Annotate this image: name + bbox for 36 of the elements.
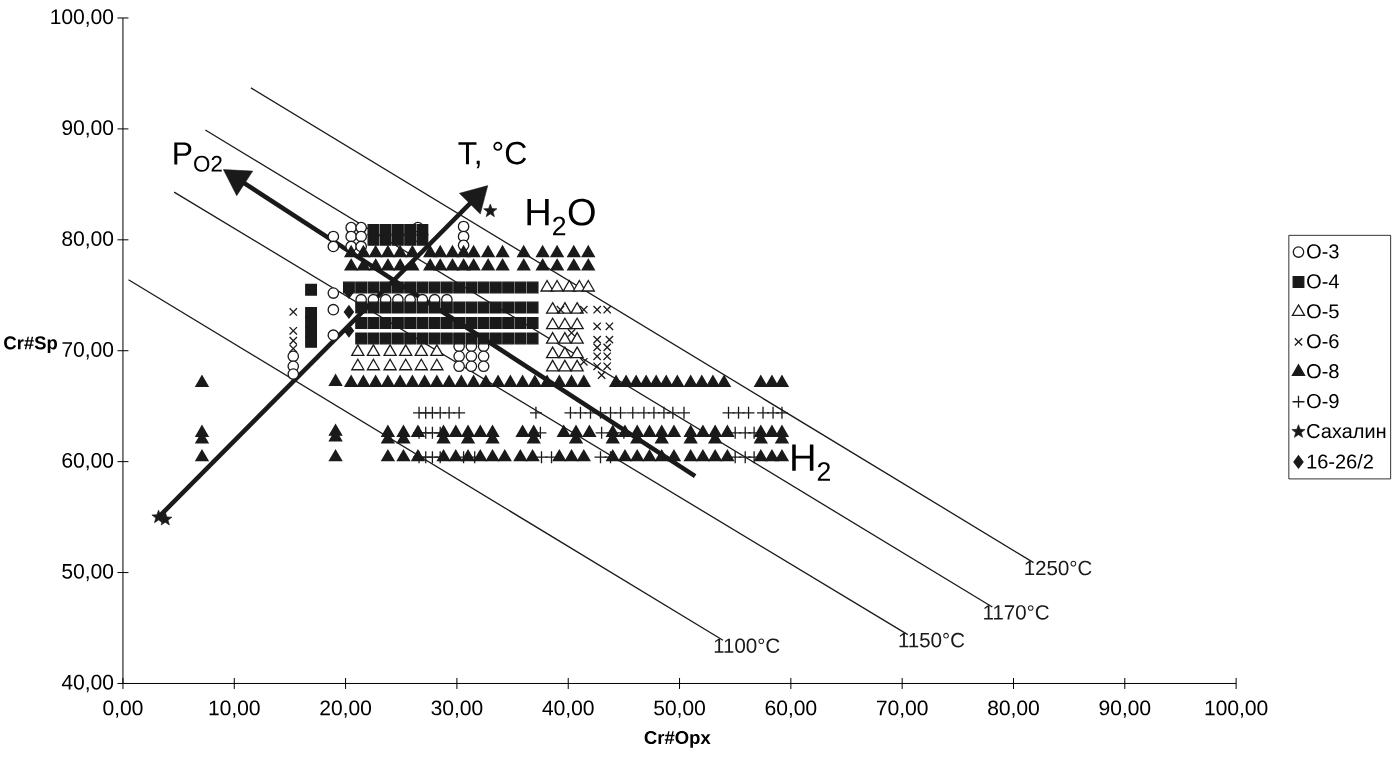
x-tick-label: 60,00 [765, 700, 817, 718]
legend-label: O-8 [1307, 363, 1339, 379]
y-tick-label: 90,00 [62, 120, 114, 138]
y-tick-label: 70,00 [62, 341, 114, 360]
x-tick-label: 70,00 [877, 700, 928, 718]
x-tick-label: 30,00 [431, 700, 483, 718]
legend-label: O-9 [1307, 393, 1339, 408]
y-tick-label: 40,00 [61, 674, 114, 692]
x-tick-label: 40,00 [542, 700, 594, 718]
legend-label: O-6 [1307, 333, 1339, 349]
series-label: 1100°C [714, 638, 780, 653]
y-tick-label: 50,00 [62, 563, 114, 582]
series-label: 1170°C [984, 604, 1049, 620]
annotation: H$_{2}$ [792, 444, 830, 481]
series-label: 1250°C [1025, 560, 1092, 576]
x-tick-label: 10,00 [209, 700, 260, 718]
legend-label: O-3 [1307, 244, 1339, 259]
legend-label: O-4 [1307, 274, 1339, 289]
x-tick-label: 80,00 [988, 700, 1039, 718]
y-tick-label: 80,00 [62, 230, 114, 249]
y-axis-title: Cr#Sp [4, 336, 58, 353]
x-tick-label: 20,00 [320, 700, 372, 718]
y-tick-label: 60,00 [62, 452, 114, 471]
legend-label: 16-26/2 [1307, 453, 1373, 469]
x-tick-label: 90,00 [1099, 700, 1151, 718]
x-axis-title: Cr#Opx [644, 730, 711, 748]
annotation: P$_{O2}$ [174, 142, 222, 172]
series-label: 1150°C [899, 632, 965, 648]
annotation: H$_{2}$O [527, 198, 595, 236]
legend-label: O-5 [1307, 304, 1339, 319]
y-tick-label: 100,00 [51, 9, 114, 27]
annotation: T, °C [458, 141, 527, 169]
legend-label: Сахалин [1307, 423, 1386, 438]
x-tick-label: 0,00 [103, 700, 143, 718]
x-tick-label: 50,00 [654, 700, 705, 718]
x-tick-label: 100,00 [1205, 700, 1268, 718]
